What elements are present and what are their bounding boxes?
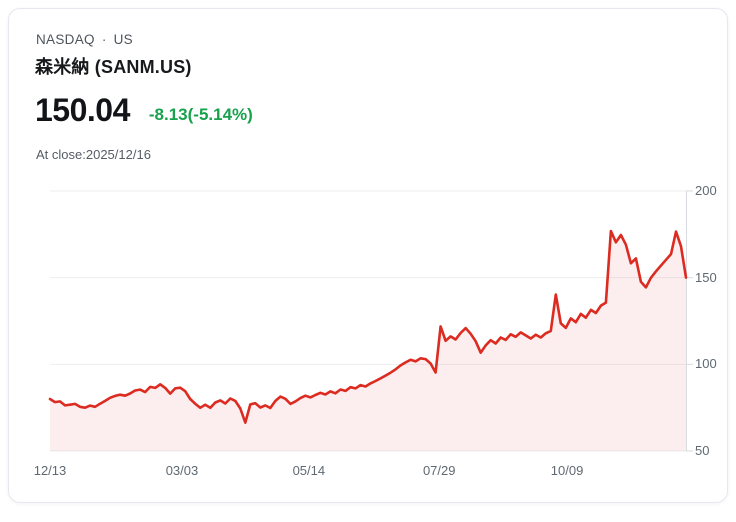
y-axis-label: 50 <box>695 443 710 458</box>
price-area-path <box>50 231 686 451</box>
x-axis-label: 05/14 <box>292 463 326 478</box>
last-price: 150.04 <box>35 92 130 128</box>
stock-quote-card: NASDAQ · US 森米納 (SANM.US) 150.04 -8.13(-… <box>8 8 728 503</box>
x-axis-label: 10/09 <box>550 463 584 478</box>
price-line-path <box>48 229 688 424</box>
x-axis-label: 07/29 <box>422 463 456 478</box>
price-chart[interactable]: 50 100 150 200 12/13 03/03 05/14 07/29 1… <box>9 9 736 522</box>
x-axis-label: 03/03 <box>165 463 199 478</box>
exchange-row: NASDAQ · US <box>36 32 133 47</box>
y-axis-label: 200 <box>695 183 717 198</box>
separator-dot-icon: · <box>101 32 107 47</box>
as-of-timestamp: At close:2025/12/16 <box>36 147 151 162</box>
region-label: US <box>113 32 133 47</box>
price-change: -8.13(-5.14%) <box>148 105 253 124</box>
y-axis-label: 100 <box>695 356 717 372</box>
y-axis-ticks <box>686 190 693 452</box>
price-chart-svg <box>48 190 693 452</box>
stock-title: 森米納 (SANM.US) <box>35 57 192 77</box>
exchange-label: NASDAQ <box>36 32 95 47</box>
price-row: 150.04 -8.13(-5.14%) <box>35 92 253 128</box>
y-axis-label: 150 <box>695 269 717 285</box>
x-axis-label: 12/13 <box>33 463 67 478</box>
gridlines <box>50 190 686 452</box>
